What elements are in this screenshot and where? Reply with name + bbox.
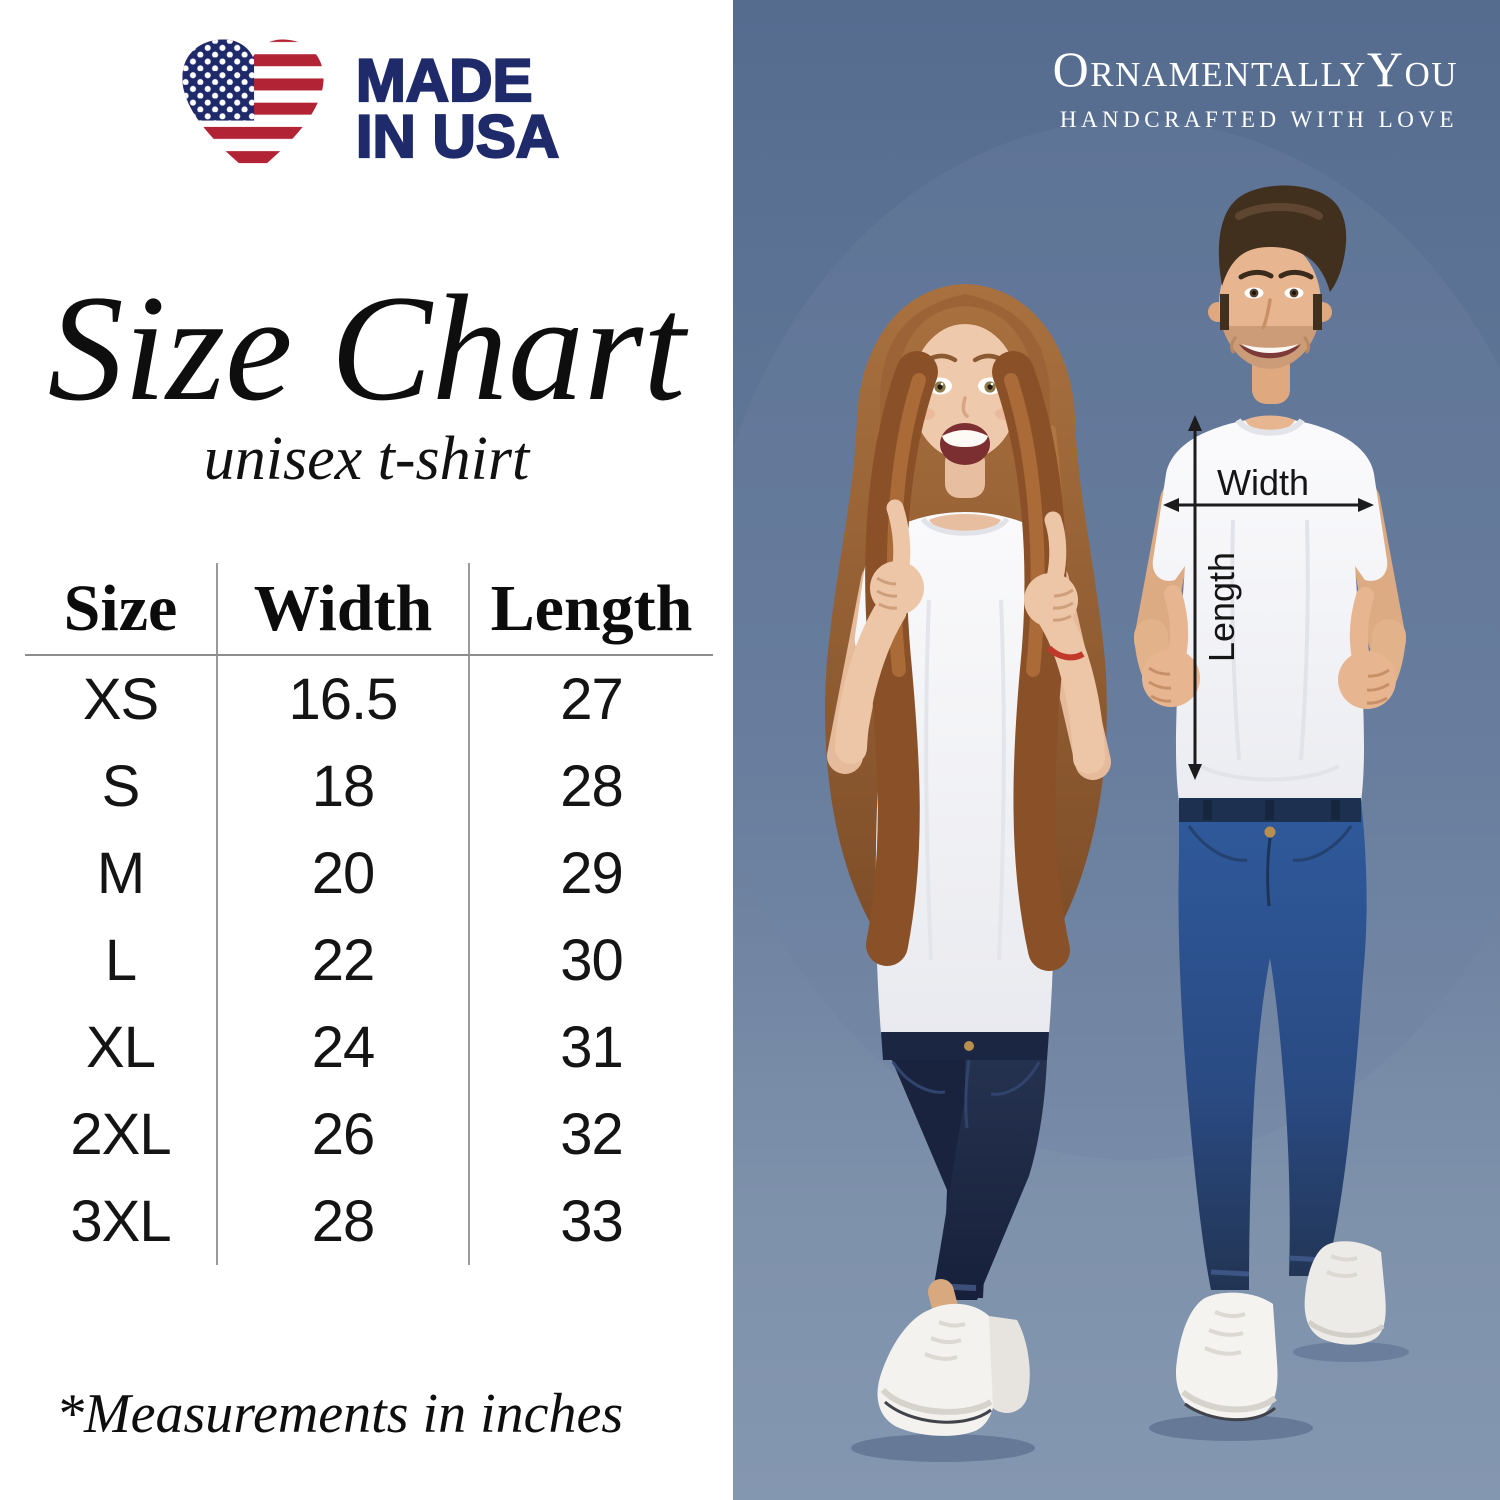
woman-collar (920, 517, 1010, 536)
table-row: 3XL 28 33 (25, 1178, 713, 1265)
man-eyebrow (1238, 269, 1274, 280)
brand-tagline: HANDCRAFTED WITH LOVE (1059, 107, 1458, 132)
size-cell: XL (25, 1004, 218, 1091)
man-thumb (1164, 585, 1189, 665)
size-cell: S (25, 743, 218, 830)
man-fist (1338, 651, 1396, 709)
man-fist (1142, 649, 1200, 707)
header-length: Length (490, 571, 693, 645)
table-row: 2XL 26 32 (25, 1091, 713, 1178)
woman-fist (1024, 573, 1078, 627)
length-cell: 33 (560, 1189, 624, 1254)
size-cell: L (25, 917, 218, 1004)
size-cell: XS (25, 656, 218, 743)
info-panel: MADE IN USA Size Chart unisex t-shirt Si… (0, 0, 733, 1500)
man-eyes (1244, 287, 1304, 299)
man-teeth (1242, 344, 1298, 353)
man-hands (1134, 585, 1406, 709)
length-annotation-label: Length (1201, 551, 1242, 663)
width-cell: 26 (218, 1091, 470, 1178)
width-cell: 16.5 (218, 656, 470, 743)
measurement-arrows (1163, 415, 1374, 780)
length-cell: 29 (560, 841, 624, 906)
width-annotation-label: Width (1216, 462, 1310, 503)
length-cell: 28 (560, 754, 624, 819)
brand-block: OrnamentallyYou HANDCRAFTED WITH LOVE (1053, 44, 1458, 133)
brand-name: OrnamentallyYou (1052, 41, 1458, 97)
width-cell: 18 (218, 743, 470, 830)
red-bracelet (1046, 645, 1085, 661)
made-in-usa-badge: MADE IN USA (0, 30, 733, 188)
woman-hair-front (965, 294, 1051, 428)
woman-shoes (877, 1303, 1030, 1436)
badge-line1: MADE (355, 46, 534, 114)
man-eyebrow (1278, 269, 1314, 280)
width-cell: 20 (218, 830, 470, 917)
woman-thumb (1044, 511, 1067, 587)
size-cell: 3XL (25, 1178, 218, 1265)
photo-panel (733, 0, 1500, 1500)
header-size: Size (25, 563, 218, 654)
woman-hair-front (879, 294, 965, 428)
man-jeans (1178, 798, 1367, 1290)
length-cell: 32 (560, 1102, 624, 1167)
table-row: S 18 28 (25, 743, 713, 830)
woman-figure (825, 284, 1111, 1436)
woman-jeans (881, 1032, 1049, 1300)
woman-fist (870, 561, 924, 615)
woman-teeth (942, 430, 988, 447)
table-row: XS 16.5 27 (25, 656, 713, 743)
page-subtitle: unisex t-shirt (203, 425, 530, 493)
man-shoes (1175, 1241, 1386, 1422)
couple-photo (733, 0, 1500, 1500)
table-row: M 20 29 (25, 830, 713, 917)
man-tshirt (1152, 418, 1388, 802)
header-width: Width (218, 563, 470, 654)
length-cell: 31 (560, 1015, 624, 1080)
length-cell: 27 (560, 667, 624, 732)
table-row: XL 24 31 (25, 1004, 713, 1091)
woman-hands (835, 499, 1105, 774)
man-figure (1134, 185, 1406, 1422)
page-title: Size Chart (47, 264, 686, 432)
length-cell: 30 (560, 928, 624, 993)
man-collar (1235, 418, 1305, 436)
size-cell: M (25, 830, 218, 917)
heart-flag-icon (182, 39, 324, 176)
badge-line2: IN USA (355, 103, 561, 170)
size-table: Size Width Length XS 16.5 27 S 18 28 M 2… (25, 563, 713, 1265)
floor-shadows (851, 1342, 1409, 1462)
width-cell: 24 (218, 1004, 470, 1091)
width-cell: 22 (218, 917, 470, 1004)
made-in-usa-text: MADE IN USA (355, 46, 561, 170)
size-cell: 2XL (25, 1091, 218, 1178)
width-cell: 28 (218, 1178, 470, 1265)
table-header-row: Size Width Length (25, 563, 713, 656)
woman-nose (961, 396, 969, 418)
table-row: L 22 30 (25, 917, 713, 1004)
woman-thumb (886, 499, 911, 575)
man-thumb (1349, 587, 1374, 667)
measurements-footnote: *Measurements in inches (56, 1383, 624, 1445)
man-nose (1261, 298, 1272, 330)
